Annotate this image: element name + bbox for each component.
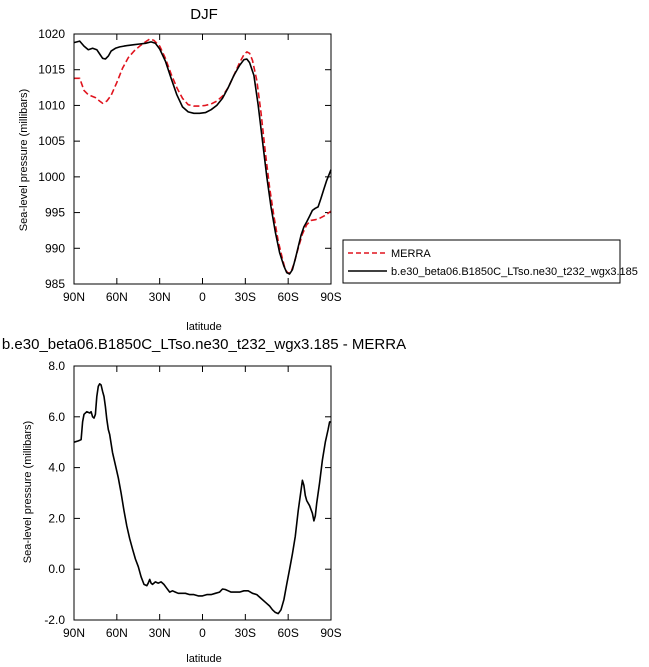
series-line-0 — [73, 383, 331, 615]
x-tick-label: 60S — [277, 626, 298, 640]
y-tick-label: 990 — [45, 241, 65, 255]
x-tick-label: 30N — [149, 626, 171, 640]
legend: MERRA b.e30_beta06.B1850C_LTso.ne30_t232… — [342, 239, 638, 284]
bottom-chart-xlabel: latitude — [186, 653, 221, 665]
top-chart-ylabel: Sea-level pressure (millibars) — [18, 89, 30, 231]
y-tick-label: 2.0 — [48, 511, 65, 525]
top-chart-ticks: 90N 60N 30N 0 30S 60S 90S 985 990 995 1000 1005 1010… — [38, 27, 341, 304]
x-tick-label: 30N — [149, 290, 171, 304]
y-tick-label: 995 — [45, 206, 65, 220]
legend-model-label: b.e30_beta06.B1850C_LTso.ne30_t232_wgx3.… — [391, 266, 638, 278]
x-tick-label: 0 — [199, 290, 206, 304]
top-chart-xlabel: latitude — [186, 321, 221, 333]
x-tick-label: 90N — [63, 626, 85, 640]
bottom-chart-frame — [73, 365, 332, 621]
bottom-chart-series — [73, 383, 331, 615]
legend-box — [342, 239, 621, 284]
x-tick-label: 90S — [320, 290, 341, 304]
legend-merra-label: MERRA — [391, 248, 431, 260]
x-tick-label: 60N — [106, 290, 128, 304]
y-tick-label: 985 — [45, 277, 65, 291]
series-line-0 — [74, 38, 332, 275]
x-tick-label: 90S — [320, 626, 341, 640]
y-tick-label: 4.0 — [48, 461, 65, 475]
y-tick-label: 8.0 — [48, 359, 65, 373]
y-tick-label: 0.0 — [48, 562, 65, 576]
bottom-chart-title: b.e30_beta06.B1850C_LTso.ne30_t232_wgx3.… — [2, 336, 406, 353]
y-tick-label: 1015 — [38, 63, 65, 77]
x-tick-label: 60S — [277, 290, 298, 304]
x-tick-label: 30S — [235, 626, 256, 640]
bottom-chart: b.e30_beta06.B1850C_LTso.ne30_t232_wgx3.… — [2, 336, 406, 665]
series-line-1 — [73, 40, 332, 275]
y-tick-label: 1000 — [38, 170, 65, 184]
bottom-chart-ticks: 90N 60N 30N 0 30S 60S 90S -2.0 0.0 2.0 4.0 6.0 8.0 — [44, 359, 341, 640]
x-tick-label: 60N — [106, 626, 128, 640]
x-tick-label: 30S — [235, 290, 256, 304]
y-tick-label: 1010 — [38, 98, 65, 112]
y-tick-label: -2.0 — [44, 613, 65, 627]
top-chart-frame — [73, 33, 332, 285]
x-tick-label: 0 — [199, 626, 206, 640]
top-chart: DJF latitude Sea-level pressure (milliba… — [18, 6, 342, 333]
x-tick-label: 90N — [63, 290, 85, 304]
top-chart-title: DJF — [190, 6, 218, 23]
bottom-chart-ylabel: Sea-level pressure (millibars) — [22, 421, 34, 563]
y-tick-label: 6.0 — [48, 410, 65, 424]
y-tick-label: 1020 — [38, 27, 65, 41]
y-tick-label: 1005 — [38, 134, 65, 148]
top-chart-series — [73, 38, 332, 275]
